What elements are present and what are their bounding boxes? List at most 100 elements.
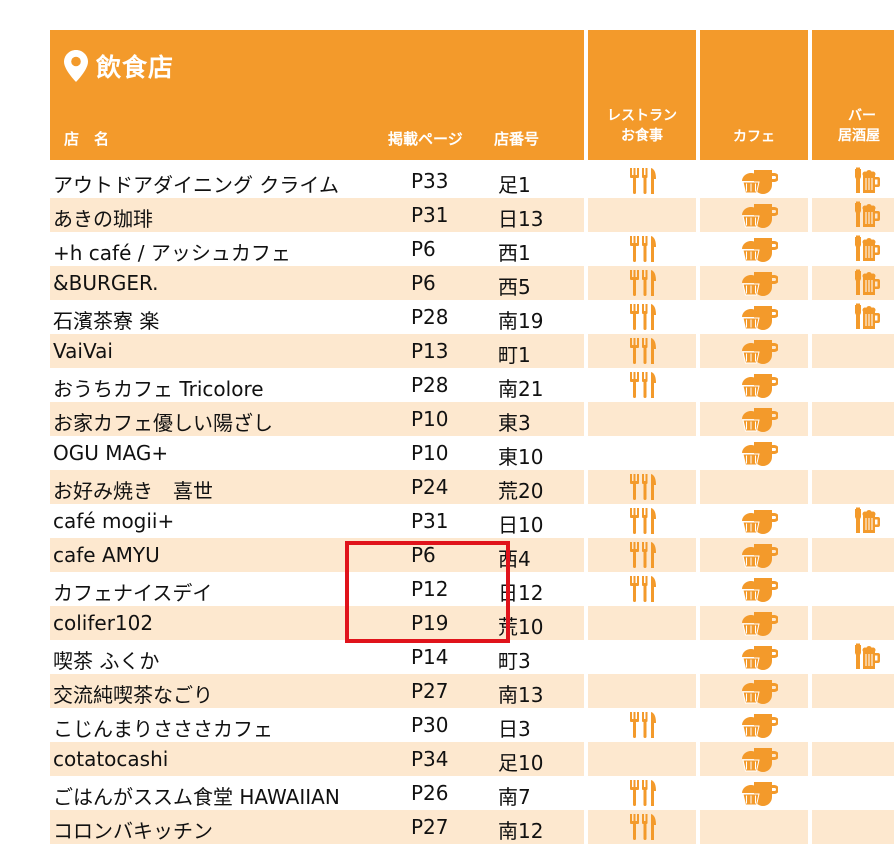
beer-mug-icon	[852, 235, 882, 263]
shop-name: cafe AMYU	[53, 543, 160, 567]
shop-name: 石濱茶寮 楽	[53, 309, 160, 333]
shop-number: 南12	[498, 819, 544, 843]
row-background	[50, 742, 584, 776]
row-background	[812, 538, 894, 572]
shop-page: P6	[411, 237, 436, 261]
row-background	[50, 674, 584, 708]
table-row: お好み焼き 喜世 P24 荒20	[50, 470, 894, 504]
beer-mug-icon	[852, 507, 882, 535]
coffee-cupcake-icon	[738, 269, 779, 297]
fork-knife-icon	[628, 473, 658, 501]
shop-page: P33	[411, 169, 449, 193]
coffee-cupcake-icon	[738, 167, 779, 195]
row-background	[812, 266, 894, 300]
fork-knife-icon	[628, 235, 658, 263]
table-row: あきの珈琲 P31 日13	[50, 198, 894, 232]
coffee-cupcake-icon	[738, 507, 779, 535]
shop-name: 交流純喫茶なごり	[53, 683, 213, 707]
column-header-page: 掲載ページ	[388, 130, 463, 148]
row-background	[50, 470, 584, 504]
fork-knife-icon	[628, 167, 658, 195]
shop-page: P31	[411, 203, 449, 227]
fork-knife-icon	[628, 711, 658, 739]
shop-number: 足1	[498, 173, 531, 197]
coffee-cupcake-icon	[738, 541, 779, 569]
table-row: café mogii+ P31 日10	[50, 504, 894, 538]
table-row: アウトドアダイニング クライム P33 足1	[50, 164, 894, 198]
shop-page: P10	[411, 441, 449, 465]
table-row: &BURGER. P6 西5	[50, 266, 894, 300]
row-background	[812, 606, 894, 640]
beer-mug-icon	[852, 269, 882, 297]
shop-name: あきの珈琲	[53, 207, 153, 231]
table-row: 石濱茶寮 楽 P28 南19	[50, 300, 894, 334]
row-background	[700, 810, 808, 844]
row-background	[50, 334, 584, 368]
table-row: colifer102 P19 荒10	[50, 606, 894, 640]
shop-page: P12	[411, 577, 449, 601]
row-background	[812, 742, 894, 776]
shop-page: P30	[411, 713, 449, 737]
shop-number: 足10	[498, 751, 544, 775]
row-background	[812, 470, 894, 504]
coffee-cupcake-icon	[738, 303, 779, 331]
shop-name: VaiVai	[53, 339, 113, 363]
row-background	[700, 470, 808, 504]
table-row: お家カフェ優しい陽ざし P10 東3	[50, 402, 894, 436]
shop-name: おうちカフェ Tricolore	[53, 377, 264, 401]
row-background	[50, 402, 584, 436]
coffee-cupcake-icon	[738, 643, 779, 671]
shop-name: お好み焼き 喜世	[53, 479, 213, 503]
table-row: カフェナイスデイ P12 日12	[50, 572, 894, 606]
shop-page: P27	[411, 679, 449, 703]
table-row: 喫茶 ふくか P14 町3	[50, 640, 894, 674]
table-row: VaiVai P13 町1	[50, 334, 894, 368]
map-pin-icon	[64, 50, 88, 82]
shop-page: P24	[411, 475, 449, 499]
shop-name: ごはんがススム食堂 HAWAIIAN	[53, 785, 340, 809]
shop-name: アウトドアダイニング クライム	[53, 173, 339, 197]
shop-page: P26	[411, 781, 449, 805]
row-background	[588, 674, 696, 708]
fork-knife-icon	[628, 813, 658, 841]
row-background	[812, 334, 894, 368]
coffee-cupcake-icon	[738, 405, 779, 433]
bar-header-line2: 居酒屋	[838, 128, 880, 144]
table-row: 交流純喫茶なごり P27 南13	[50, 674, 894, 708]
fork-knife-icon	[628, 575, 658, 603]
shop-name: お家カフェ優しい陽ざし	[53, 411, 273, 435]
beer-mug-icon	[852, 303, 882, 331]
shop-page: P14	[411, 645, 449, 669]
row-background	[588, 742, 696, 776]
shop-name: café mogii+	[53, 509, 175, 533]
shop-number: 荒10	[498, 615, 544, 639]
column-header-shop-no: 店番号	[494, 130, 540, 148]
table-row: cotatocashi P34 足10	[50, 742, 894, 776]
shop-name: コロンバキッチン	[53, 819, 213, 843]
bar-header-line1: バー	[848, 108, 876, 124]
column-header-restaurant: レストラン お食事	[588, 30, 696, 160]
column-header-bar: バー 居酒屋	[812, 30, 894, 160]
coffee-cupcake-icon	[738, 575, 779, 603]
restaurant-header-line2: お食事	[621, 128, 663, 144]
shop-number: 東3	[498, 411, 531, 435]
shop-name: colifer102	[53, 611, 154, 635]
row-background	[588, 402, 696, 436]
shop-page: P28	[411, 373, 449, 397]
coffee-cupcake-icon	[738, 609, 779, 637]
table-row: おうちカフェ Tricolore P28 南21	[50, 368, 894, 402]
shop-number: 町1	[498, 343, 531, 367]
shop-page: P19	[411, 611, 449, 635]
shop-page: P6	[411, 271, 436, 295]
coffee-cupcake-icon	[738, 745, 779, 773]
shop-name: cotatocashi	[53, 747, 169, 771]
shop-number: 日13	[498, 207, 544, 231]
fork-knife-icon	[628, 507, 658, 535]
shop-page: P27	[411, 815, 449, 839]
coffee-cupcake-icon	[738, 677, 779, 705]
row-background	[50, 810, 584, 844]
coffee-cupcake-icon	[738, 235, 779, 263]
shop-number: 東10	[498, 445, 544, 469]
fork-knife-icon	[628, 541, 658, 569]
row-background	[588, 198, 696, 232]
